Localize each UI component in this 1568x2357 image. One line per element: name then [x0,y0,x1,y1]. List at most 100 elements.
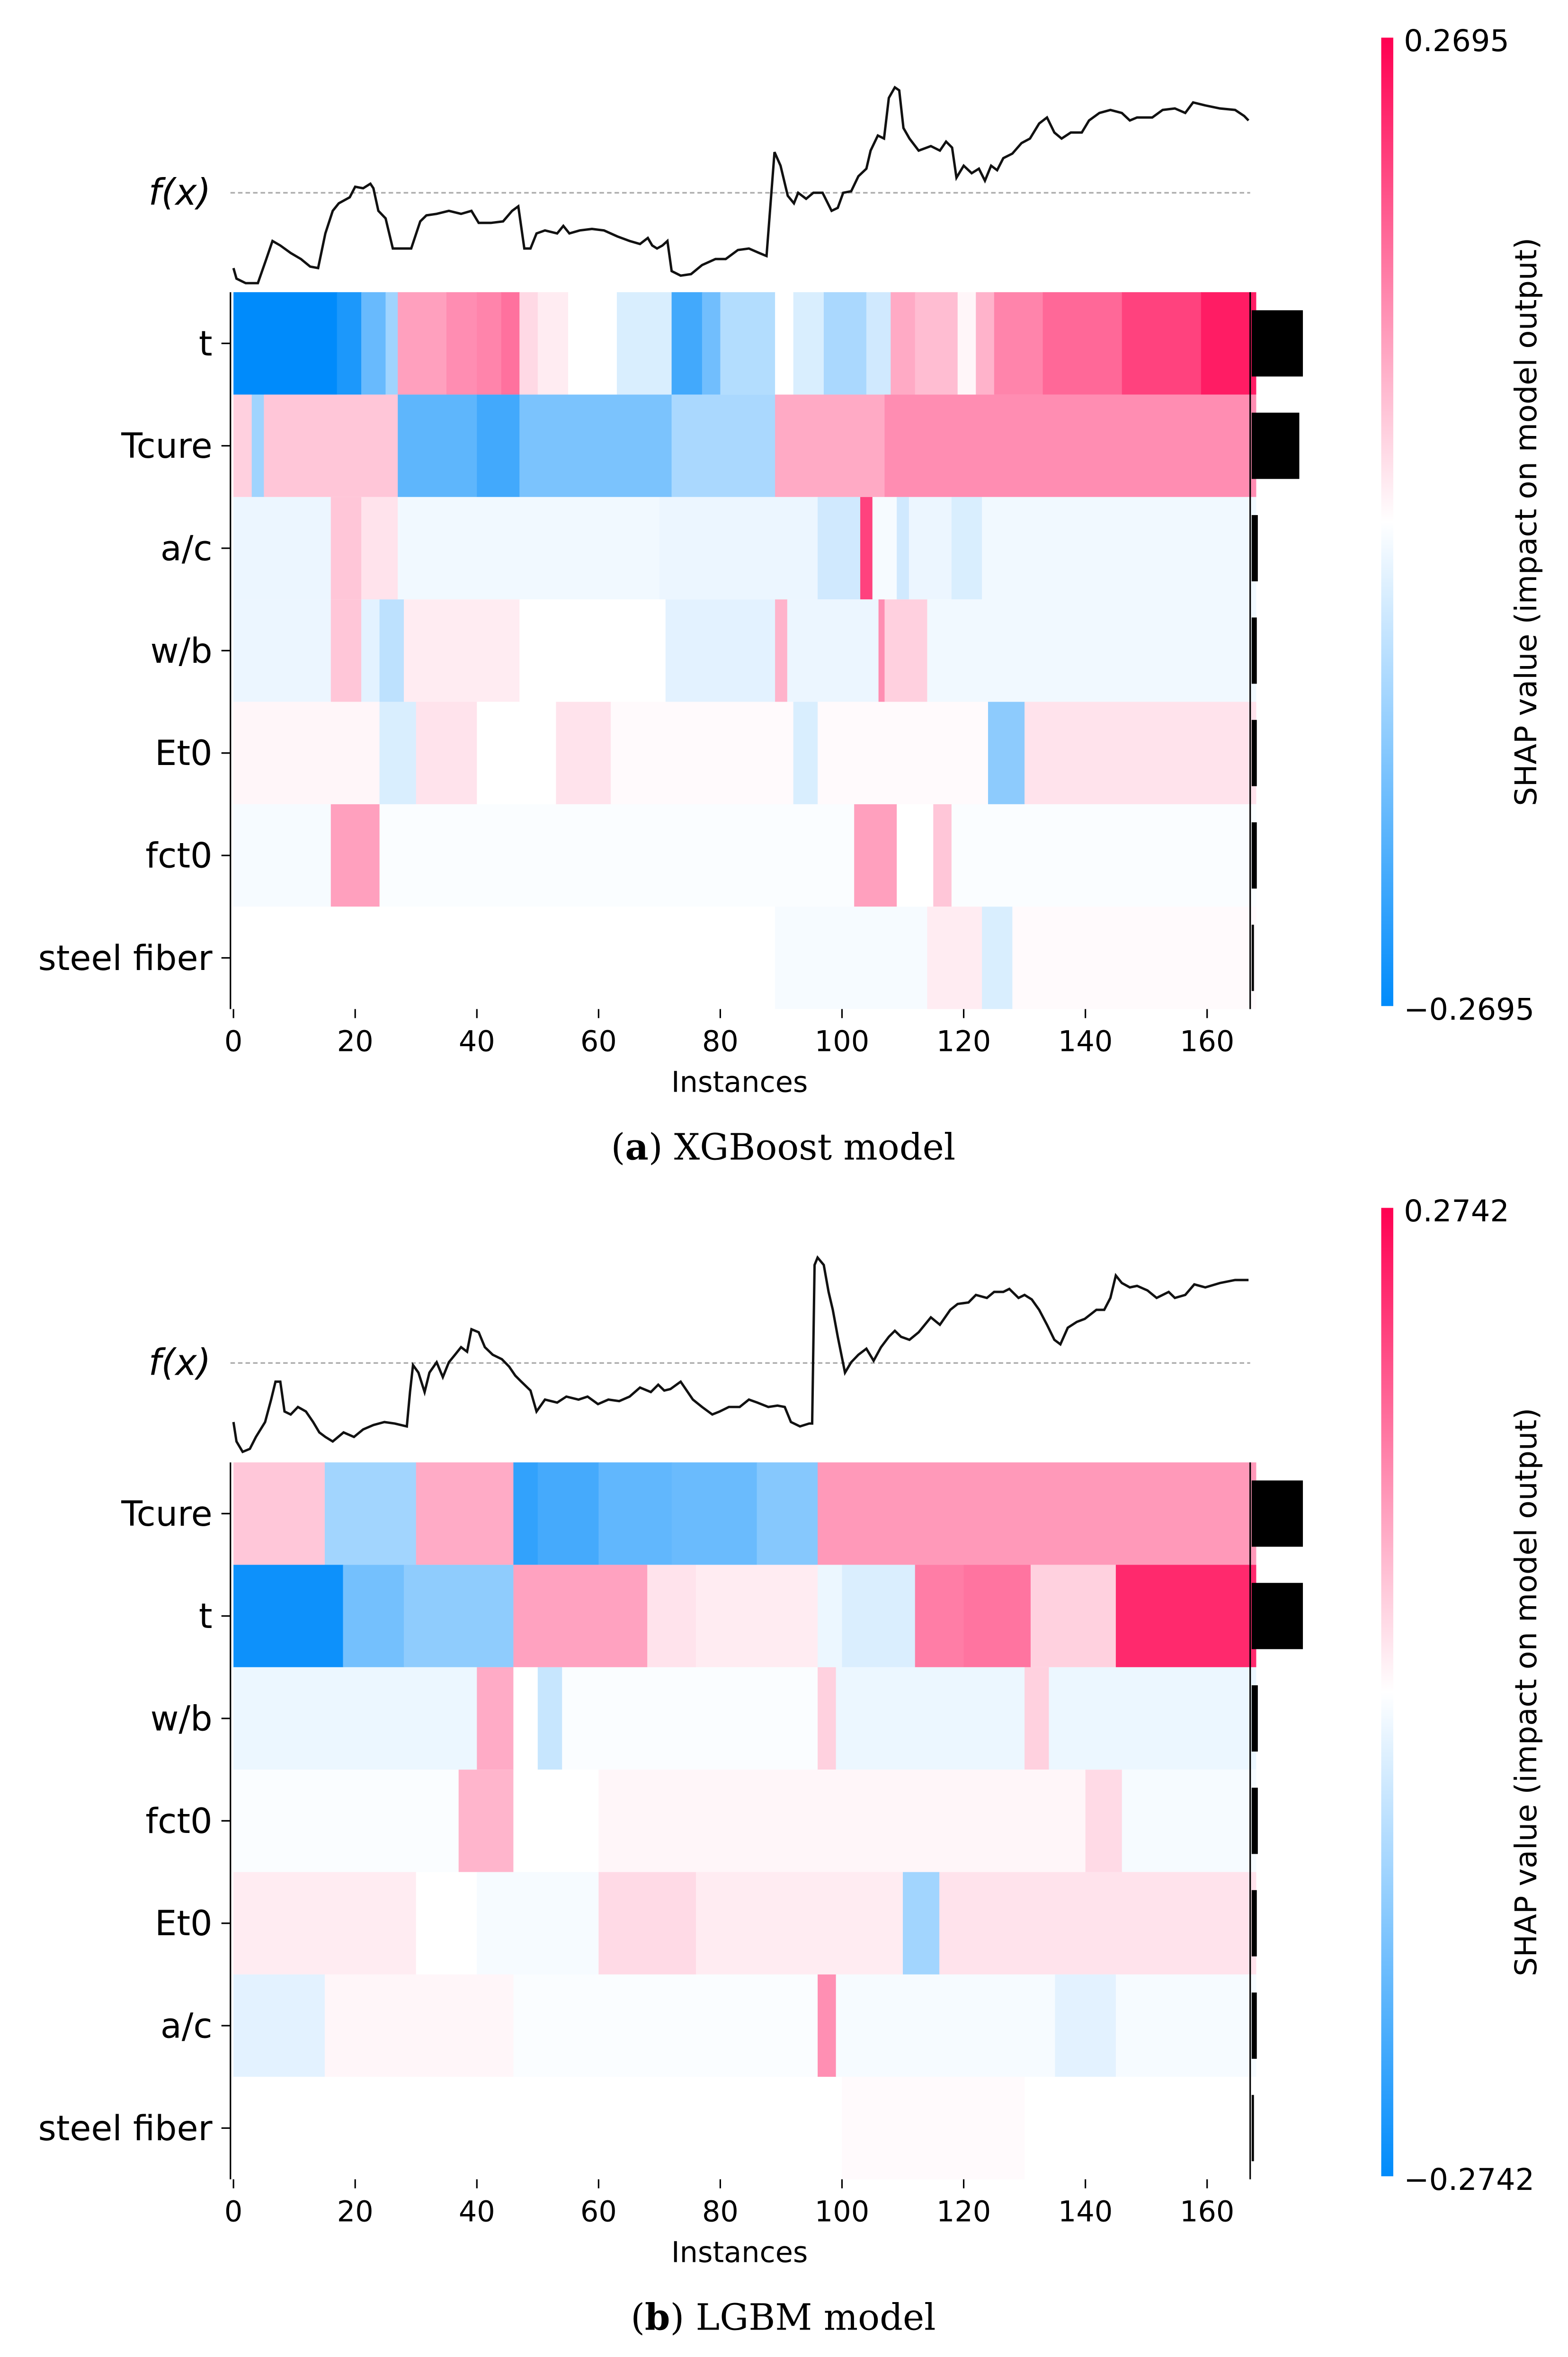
x-tick-label: 80 [702,2196,739,2229]
x-tick-label: 140 [1058,2196,1113,2229]
heatmap-cell [330,804,380,907]
heatmap-cell [233,599,331,702]
caption-label: a [625,1126,648,1169]
heatmap-cell [233,1770,459,1872]
heatmap-cell [787,599,879,702]
importance-bar [1251,1788,1258,1854]
heatmap-cell [982,497,1256,600]
heatmap-cell [513,1667,538,1770]
heatmap-cell [343,1565,404,1667]
heatmap-cell [775,292,794,395]
heatmap-cell [337,292,362,395]
heatmap-cell [818,1462,1256,1565]
heatmap-cell [398,497,660,600]
x-tick-label: 0 [224,2196,242,2229]
heatmap-cell [562,1667,819,1770]
heatmap-row [233,599,1256,702]
caption-paren-close: ) [649,1127,674,1169]
heatmap-cell [513,1565,648,1667]
importance-bar [1251,720,1257,786]
heatmap-cell [330,599,362,702]
heatmap-cell [519,394,672,497]
feature-label: Tcure [121,1494,212,1534]
fx-label: f(x) [149,1342,211,1384]
fx-label: f(x) [149,172,211,214]
feature-label: Et0 [155,1903,212,1944]
heatmap-cell [233,702,380,804]
heatmap-cell [513,1462,538,1565]
heatmap-cell [519,599,666,702]
heatmap-cell [702,292,721,395]
heatmap-cell [458,1770,514,1872]
heatmap-cell [1025,1667,1050,1770]
heatmap-cell [330,497,362,600]
heatmap-cell [951,497,983,600]
heatmap-cell [379,702,417,804]
heatmap-cell [233,1565,344,1667]
heatmap-cell [757,1462,819,1565]
importance-bar [1251,1890,1257,1957]
heatmap-cell [404,599,520,702]
heatmap-cell [598,1872,696,1975]
heatmap-row [233,1770,1256,1872]
heatmap-cell [1122,1770,1256,1872]
heatmap-cell [775,599,788,702]
x-tick-label: 160 [1180,1025,1234,1058]
heatmap-cell [477,394,520,497]
heatmap-cell [1030,1565,1116,1667]
heatmap-cell [446,292,478,395]
feature-label: t [199,1596,213,1637]
heatmap-cell [939,1872,1256,1975]
heatmap-cell [927,907,983,1009]
importance-bar [1251,925,1254,991]
heatmap-row [233,1462,1256,1565]
heatmap-row [233,1872,1256,1975]
heatmap-cell [233,2077,843,2179]
heatmap-cell [233,1974,325,2077]
heatmap-cell [951,804,1256,907]
heatmap-cell [398,394,478,497]
feature-label: steel fiber [38,938,213,978]
caption-paren-open: ( [631,2297,645,2339]
caption-paren-open: ( [611,1127,625,1169]
importance-bar [1251,1992,1257,2059]
heatmap-cell [1055,1974,1116,2077]
heatmap-row [233,292,1256,395]
heatmap-cell [379,804,855,907]
heatmap-row [233,907,1256,1009]
heatmap-cell [324,1462,417,1565]
heatmap-cell [976,292,995,395]
heatmap-cell [233,292,338,395]
fx-line [232,85,1250,285]
heatmap-cell [233,1462,325,1565]
heatmap-cell [616,292,672,395]
x-tick-label: 140 [1058,1025,1113,1058]
caption-text: LGBM model [696,2297,936,2339]
importance-bar [1251,1480,1303,1547]
importance-bar [1251,822,1257,889]
heatmap-cell [379,599,404,702]
importance-bar [1251,2095,1254,2161]
heatmap-cell [398,292,447,395]
heatmap-cell [1049,1667,1256,1770]
caption-paren-close: ) [670,2297,695,2339]
heatmap-cell [537,1667,563,1770]
heatmap-cell [872,497,898,600]
heatmap-cell [611,702,794,804]
heatmap-cell [233,497,331,600]
heatmap-row [233,1974,1256,2077]
heatmap-cell [909,497,952,600]
feature-label: Tcure [121,426,212,466]
heatmap-cell [982,907,1013,1009]
heatmap-cell [891,292,916,395]
heatmap-cell [994,292,1043,395]
heatmap-cell [775,907,928,1009]
feature-label: steel fiber [38,2108,213,2149]
heatmap-cell [818,497,861,600]
importance-bar [1251,515,1258,582]
feature-label: Et0 [155,733,212,774]
heatmap-cell [1085,1770,1123,1872]
heatmap-row [233,497,1256,600]
panel-a-xgboost: f(x) t Tcure a/c w/b Et0 fct0 steel fiber 0 20 40 6… [38,24,1544,1169]
heatmap-cell [513,1974,819,2077]
